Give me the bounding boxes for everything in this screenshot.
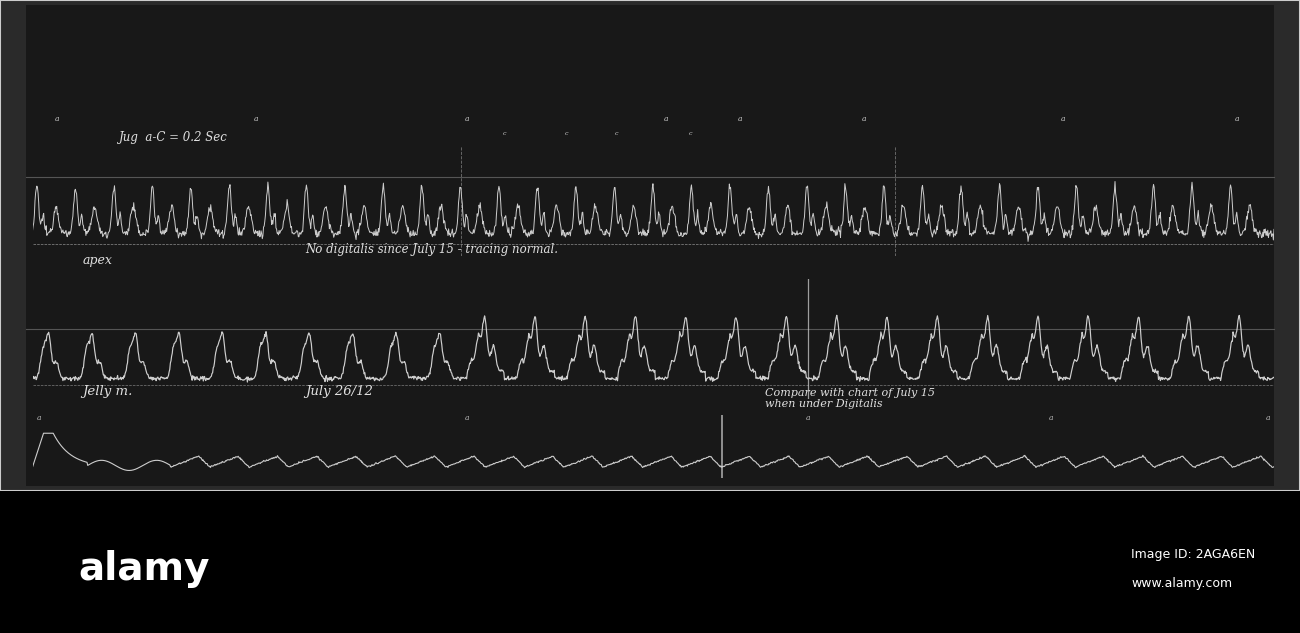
Text: a: a [1265, 415, 1270, 422]
Text: www.alamy.com: www.alamy.com [1131, 577, 1232, 590]
Text: a: a [55, 115, 60, 123]
Text: a: a [738, 115, 742, 123]
Text: c: c [689, 131, 692, 136]
Text: Image ID: 2AGA6EN: Image ID: 2AGA6EN [1131, 548, 1256, 561]
Text: apex: apex [82, 254, 112, 267]
Text: a: a [1061, 115, 1065, 123]
Text: a: a [663, 115, 668, 123]
Text: Compare with chart of July 15
when under Digitalis: Compare with chart of July 15 when under… [764, 388, 935, 410]
Text: July 26/12: July 26/12 [306, 385, 373, 398]
Text: a: a [465, 415, 469, 422]
Text: a: a [862, 115, 867, 123]
Text: c: c [564, 131, 568, 136]
Text: alamy: alamy [78, 550, 209, 588]
Text: Jug  a-C = 0.2 Sec: Jug a-C = 0.2 Sec [120, 131, 229, 144]
Text: c: c [615, 131, 618, 136]
Text: c: c [503, 131, 506, 136]
Text: a: a [465, 115, 469, 123]
Text: a: a [1235, 115, 1239, 123]
Text: a: a [1048, 415, 1053, 422]
Text: Jelly m.: Jelly m. [82, 385, 133, 398]
Text: a: a [254, 115, 259, 123]
Text: No digitalis since July 15 - tracing normal.: No digitalis since July 15 - tracing nor… [306, 242, 559, 256]
Text: a: a [36, 415, 42, 422]
Text: a: a [806, 415, 811, 422]
